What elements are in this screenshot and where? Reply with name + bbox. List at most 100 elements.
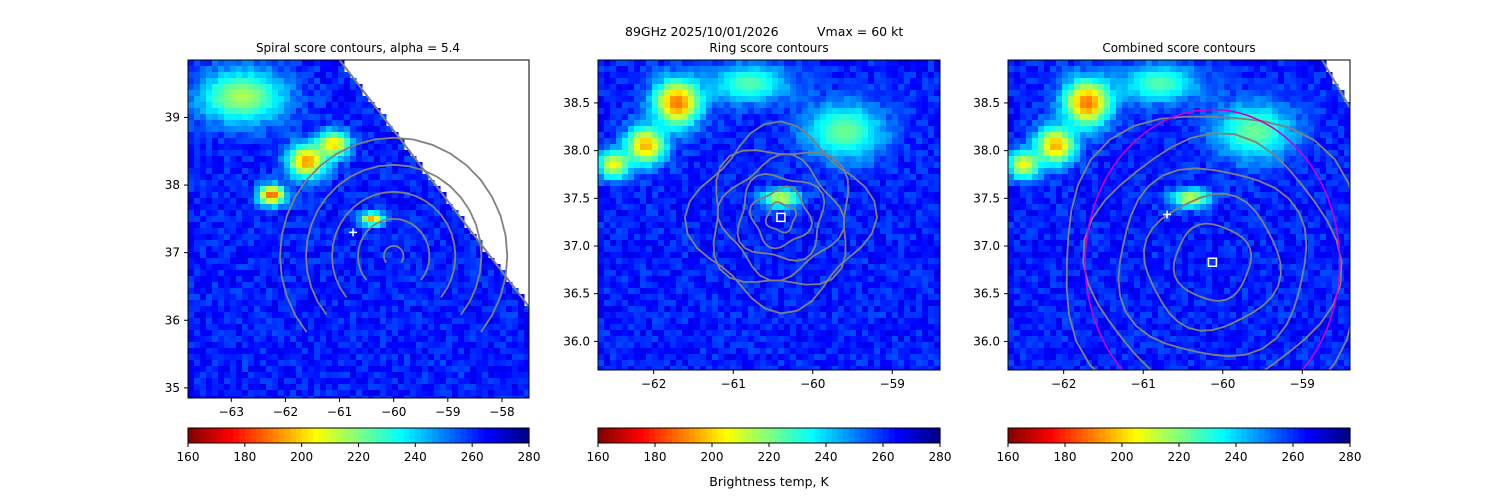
- panel-ring: Ring score contours −62 −61 −60 −59 36.0 36.5…: [563, 41, 951, 464]
- spiral-xtick-label: −58: [489, 405, 514, 419]
- ring-colorbar-segment: [700, 428, 707, 443]
- spiral-colorbar-segment: [233, 428, 240, 443]
- ring-colorbar: 160 180 200 220 240 260 280: [587, 427, 951, 464]
- colorbar-label: Brightness temp, K: [709, 474, 829, 489]
- combined-colorbar: 160 180 200 220 240 260 280: [997, 427, 1362, 464]
- ring-colorbar-segment: [655, 428, 662, 443]
- combined-colorbar-segment: [1310, 428, 1317, 443]
- combined-colorbar-tick-label: 200: [1111, 450, 1134, 464]
- spiral-colorbar-segment: [364, 428, 371, 443]
- spiral-colorbar-segment: [494, 428, 502, 443]
- combined-colorbar-segment: [1264, 428, 1271, 443]
- combined-colorbar-segment: [1173, 428, 1180, 443]
- combined-colorbar-segment: [1184, 428, 1191, 443]
- spiral-colorbar-tick-label: 220: [347, 450, 370, 464]
- ring-colorbar-segment: [694, 428, 702, 443]
- combined-colorbar-segment: [1293, 428, 1300, 443]
- spiral-colorbar-segment: [506, 428, 513, 443]
- spiral-colorbar-segment: [227, 428, 235, 443]
- ring-ytick-label: 38.5: [563, 96, 590, 110]
- spiral-contour-line: [279, 136, 509, 333]
- ring-colorbar-segment: [814, 428, 821, 443]
- combined-contour-line: [1082, 132, 1343, 370]
- panel-combined-title: Combined score contours: [1102, 41, 1255, 55]
- figure-suptitle-right: Vmax = 60 kt: [817, 24, 903, 39]
- spiral-xtick-label: −62: [273, 405, 298, 419]
- combined-colorbar-segment: [1053, 428, 1060, 443]
- spiral-colorbar-segment: [523, 428, 530, 443]
- combined-colorbar-segment: [1230, 428, 1237, 443]
- combined-center-plus: [1163, 210, 1172, 219]
- spiral-colorbar-segment: [244, 428, 252, 443]
- figure-suptitle-left: 89GHz 2025/10/01/2026: [625, 24, 779, 39]
- combined-colorbar-segment: [1104, 428, 1112, 443]
- ring-colorbar-segment: [615, 428, 622, 443]
- combined-colorbar-segment: [1008, 428, 1015, 443]
- spiral-colorbar-segment: [489, 428, 496, 443]
- spiral-colorbar-segment: [500, 428, 507, 443]
- combined-contours: [1065, 115, 1350, 370]
- spiral-image-layer: [188, 60, 529, 398]
- spiral-colorbar-segment: [295, 428, 303, 443]
- ring-colorbar-segment: [712, 428, 719, 443]
- spiral-colorbar-tick-label: 240: [404, 450, 427, 464]
- ring-xtick-label: −59: [880, 377, 905, 391]
- spiral-colorbar-segment: [330, 428, 337, 443]
- combined-colorbar-segment: [1207, 428, 1214, 443]
- spiral-colorbar-tick-label: 160: [177, 450, 200, 464]
- combined-colorbar-segment: [1298, 428, 1305, 443]
- combined-colorbar-segment: [1190, 428, 1197, 443]
- combined-colorbar-segment: [1196, 428, 1203, 443]
- combined-colorbar-segment: [1270, 428, 1277, 443]
- ring-contour-line: [764, 201, 798, 234]
- ring-colorbar-segment: [729, 428, 736, 443]
- panel-spiral-plot: −63 −62 −61 −60 −59 −58 35 36 37 38 39 160 180 200 220…: [165, 59, 540, 464]
- ring-colorbar-segment: [632, 428, 639, 443]
- ring-colorbar-segment: [677, 428, 685, 443]
- combined-colorbar-segment: [1047, 428, 1055, 443]
- ring-colorbar-segment: [774, 428, 781, 443]
- spiral-colorbar-segment: [438, 428, 445, 443]
- spiral-colorbar-segment: [193, 428, 200, 443]
- combined-colorbar-segment: [1281, 428, 1288, 443]
- combined-colorbar-segment: [1156, 428, 1163, 443]
- combined-colorbar-segment: [1025, 428, 1032, 443]
- spiral-xtick-label: −63: [219, 405, 244, 419]
- spiral-ytick-label: 38: [165, 178, 180, 192]
- ring-colorbar-segment: [791, 428, 799, 443]
- combined-colorbar-segment: [1338, 428, 1345, 443]
- ring-colorbar-segment: [689, 428, 696, 443]
- ring-colorbar-segment: [808, 428, 816, 443]
- spiral-colorbar-segment: [205, 428, 212, 443]
- ring-colorbar-segment: [894, 428, 901, 443]
- combined-colorbar-segment: [1087, 428, 1095, 443]
- combined-colorbar-tick-label: 280: [1339, 450, 1362, 464]
- combined-colorbar-segment: [1127, 428, 1134, 443]
- combined-ytick-label: 37.5: [973, 191, 1000, 205]
- combined-colorbar-segment: [1275, 428, 1283, 443]
- spiral-colorbar-segment: [222, 428, 229, 443]
- combined-contour-line: [1172, 222, 1253, 302]
- spiral-colorbar-segment: [432, 428, 439, 443]
- combined-colorbar-segment: [1144, 428, 1152, 443]
- combined-colorbar-tick-label: 180: [1054, 450, 1077, 464]
- ring-colorbar-segment: [746, 428, 753, 443]
- combined-colorbar-segment: [1013, 428, 1020, 443]
- ring-colorbar-tick-label: 160: [587, 450, 610, 464]
- combined-xtick-label: −60: [1210, 377, 1235, 391]
- combined-colorbar-segment: [1065, 428, 1072, 443]
- ring-colorbar-segment: [860, 428, 867, 443]
- combined-colorbar-segment: [1167, 428, 1174, 443]
- combined-colorbar-segment: [1150, 428, 1157, 443]
- spiral-colorbar-segment: [290, 428, 297, 443]
- combined-colorbar-segment: [1213, 428, 1220, 443]
- combined-colorbar-segment: [1224, 428, 1231, 443]
- spiral-colorbar-segment: [210, 428, 218, 443]
- spiral-colorbar-segment: [386, 428, 394, 443]
- combined-contour-line: [1117, 167, 1308, 358]
- combined-ring: [1084, 108, 1341, 370]
- ring-colorbar-segment: [854, 428, 861, 443]
- spiral-colorbar-segment: [415, 428, 422, 443]
